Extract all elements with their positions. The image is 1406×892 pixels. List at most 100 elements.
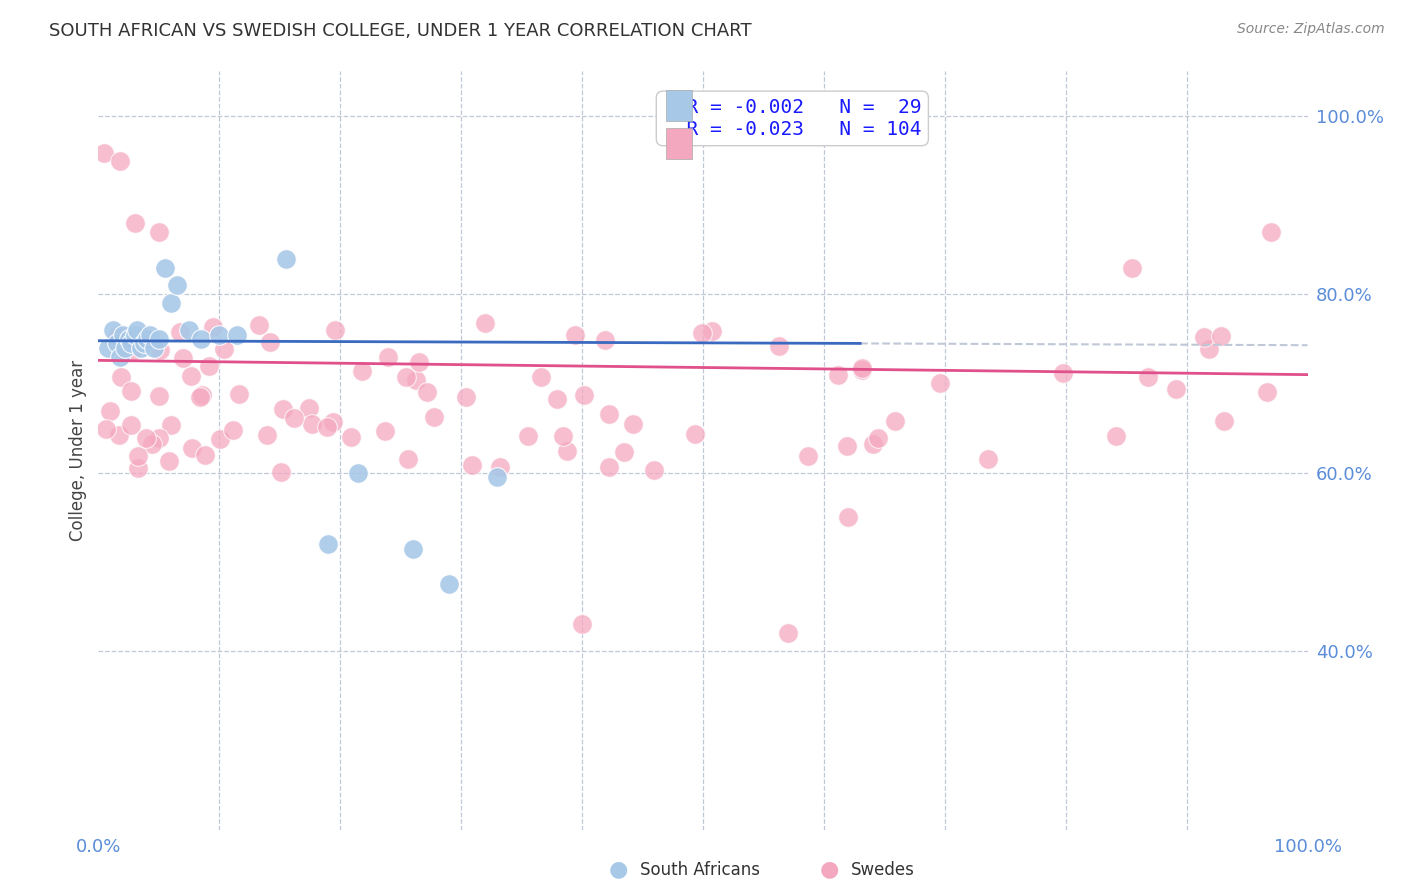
Point <box>929 376 952 391</box>
Point <box>316 537 339 551</box>
Point <box>96 422 118 436</box>
Point <box>198 359 221 373</box>
Point <box>374 424 396 438</box>
Point <box>1198 342 1220 356</box>
Point <box>110 334 132 348</box>
Point <box>179 323 201 337</box>
Point <box>160 418 183 433</box>
Point <box>127 323 149 337</box>
Point <box>120 384 142 398</box>
Point <box>396 452 419 467</box>
Point <box>111 327 134 342</box>
Point <box>347 466 370 480</box>
Point <box>132 330 155 344</box>
Point <box>228 387 250 401</box>
Point <box>93 146 115 161</box>
Point <box>108 153 131 168</box>
Point <box>553 429 575 443</box>
Point <box>1209 329 1232 343</box>
Point <box>127 461 149 475</box>
Point <box>181 442 204 456</box>
Point <box>124 327 146 342</box>
Point <box>402 541 425 556</box>
Text: R = -0.002   N =  29
  R = -0.023   N = 104: R = -0.002 N = 29 R = -0.023 N = 104 <box>664 98 921 139</box>
Point <box>134 336 156 351</box>
Point <box>124 216 146 230</box>
Point <box>564 328 586 343</box>
Point <box>323 323 346 337</box>
Point <box>97 341 120 355</box>
Point <box>884 414 907 428</box>
Point <box>129 341 152 355</box>
Point <box>180 369 202 384</box>
Point <box>827 368 849 382</box>
Point <box>148 431 170 445</box>
Point <box>557 443 579 458</box>
Point <box>139 327 162 342</box>
Point <box>700 324 723 338</box>
Point <box>114 341 136 355</box>
Point <box>153 260 176 275</box>
Point <box>107 428 129 442</box>
Point <box>437 577 460 591</box>
Point <box>851 361 873 376</box>
Point <box>461 458 484 472</box>
Point <box>516 429 538 443</box>
Point <box>486 470 509 484</box>
Point <box>593 333 616 347</box>
Point <box>149 343 172 358</box>
Text: SOUTH AFRICAN VS SWEDISH COLLEGE, UNDER 1 YEAR CORRELATION CHART: SOUTH AFRICAN VS SWEDISH COLLEGE, UNDER … <box>49 22 752 40</box>
Point <box>690 326 713 340</box>
Point <box>377 351 399 365</box>
Point <box>270 465 292 479</box>
Point <box>226 327 249 342</box>
Point <box>613 445 636 459</box>
Point <box>405 373 427 387</box>
Point <box>212 342 235 356</box>
Point <box>143 341 166 355</box>
Point <box>160 296 183 310</box>
Point <box>135 431 157 445</box>
Text: South Africans: South Africans <box>640 861 759 879</box>
Point <box>166 278 188 293</box>
Point <box>571 617 593 632</box>
Point <box>201 319 224 334</box>
Point <box>105 336 128 351</box>
Point <box>454 390 477 404</box>
Bar <box>665 90 692 120</box>
Point <box>1213 414 1236 428</box>
Point <box>127 449 149 463</box>
Point <box>274 252 297 266</box>
Text: ●: ● <box>820 860 839 880</box>
Point <box>546 392 568 406</box>
Point <box>259 335 281 350</box>
Point <box>1137 369 1160 384</box>
Y-axis label: College, Under 1 year: College, Under 1 year <box>69 359 87 541</box>
Point <box>121 343 143 358</box>
Point <box>208 327 231 342</box>
Point <box>1052 366 1074 380</box>
Point <box>530 369 553 384</box>
Point <box>408 355 430 369</box>
Bar <box>665 128 692 159</box>
Point <box>208 432 231 446</box>
Point <box>350 364 373 378</box>
Point <box>120 417 142 432</box>
Point <box>1256 385 1278 400</box>
Point <box>415 384 437 399</box>
Point <box>298 401 321 415</box>
Point <box>101 323 124 337</box>
Point <box>643 463 665 477</box>
Point <box>120 336 142 351</box>
Point <box>474 316 496 330</box>
Point <box>621 417 644 431</box>
Point <box>118 332 141 346</box>
Point <box>1260 225 1282 239</box>
Point <box>105 330 128 344</box>
Point <box>340 430 363 444</box>
Point <box>148 225 170 239</box>
Point <box>977 451 1000 466</box>
Point <box>862 437 884 451</box>
Point <box>107 328 129 343</box>
Point <box>301 417 323 431</box>
